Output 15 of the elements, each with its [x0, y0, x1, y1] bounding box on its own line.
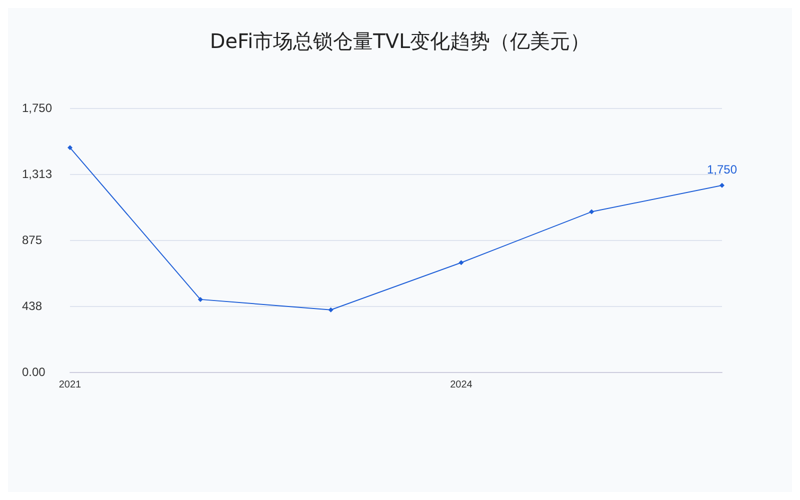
y-tick-label: 0.00	[22, 365, 46, 379]
y-tick-label: 875	[22, 233, 42, 247]
point	[198, 296, 203, 302]
annotation: 1,750	[706, 162, 738, 176]
chart-title: DeFi市场总锁仓量TVL变化趋势（亿美元）	[210, 29, 590, 53]
point	[458, 260, 464, 266]
point	[68, 145, 72, 150]
y-tick-label: 438	[22, 299, 42, 313]
x-tick-label: 2024	[450, 380, 473, 390]
y-tick-label: 1,750	[22, 101, 52, 115]
point	[720, 182, 724, 188]
x-tick-label: 2021	[58, 380, 82, 390]
point	[589, 209, 594, 214]
y-tick-label: 1,313	[22, 167, 52, 181]
point	[328, 307, 334, 312]
